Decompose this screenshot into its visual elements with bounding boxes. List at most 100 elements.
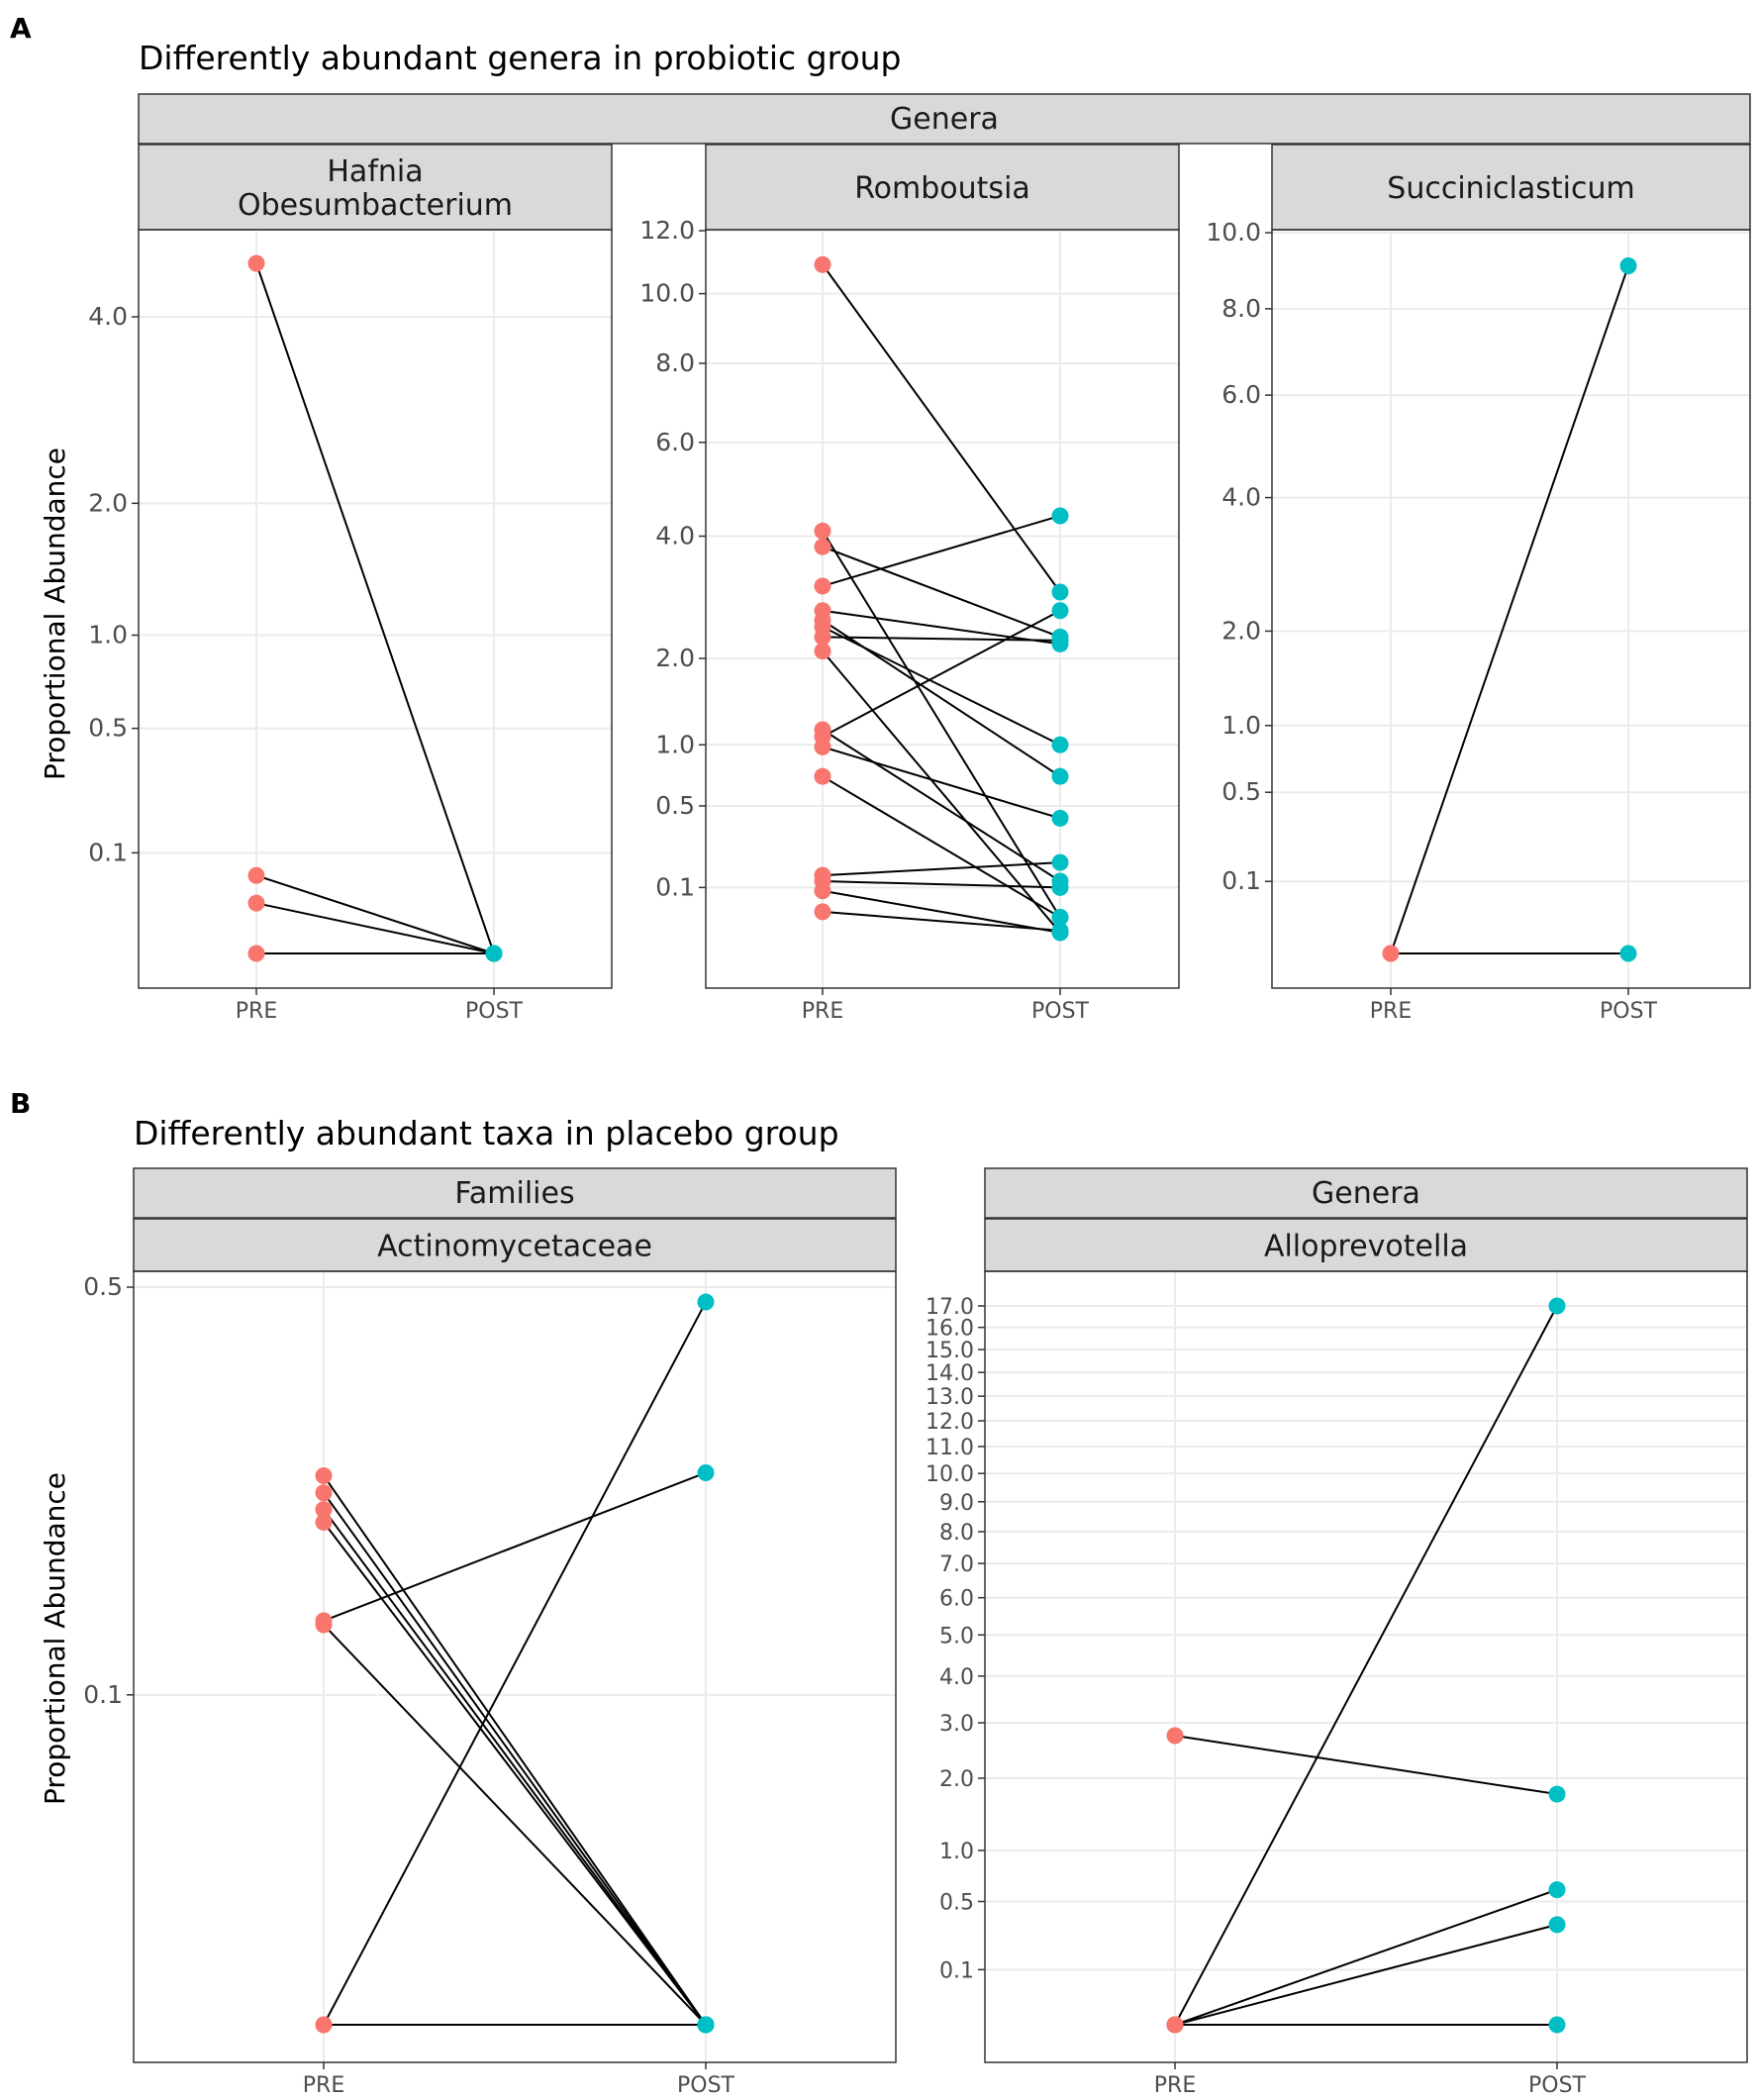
pair-line bbox=[822, 861, 1061, 877]
pair-line bbox=[822, 880, 1061, 889]
panel-b-y-axis-label: Proportional Abundance bbox=[39, 1472, 71, 1805]
facet-3: Actinomycetaceae 0.1 0.5 PRE POST bbox=[83, 1218, 897, 2098]
pair-line bbox=[323, 1301, 707, 2026]
facet-strip bbox=[1271, 144, 1751, 231]
y-tick-label: 11.0 bbox=[926, 1436, 974, 1460]
pre-point bbox=[814, 903, 831, 921]
facet-border bbox=[1271, 229, 1751, 989]
panel-a-group-strip bbox=[138, 93, 1751, 145]
pre-point bbox=[315, 1501, 333, 1519]
y-tick-label: 10.0 bbox=[639, 279, 695, 308]
pair-line bbox=[822, 609, 1061, 646]
pre-point bbox=[315, 1514, 333, 1532]
pair-line bbox=[822, 775, 1061, 919]
pair-line bbox=[323, 1521, 707, 2026]
y-tick-label: 0.5 bbox=[655, 791, 695, 820]
post-point bbox=[1051, 583, 1069, 601]
y-tick-label: 0.5 bbox=[1221, 777, 1261, 806]
pre-point bbox=[315, 2016, 333, 2034]
post-point bbox=[1051, 909, 1069, 926]
pair-line bbox=[323, 1492, 707, 2026]
facet-label: Actinomycetaceae bbox=[377, 1230, 652, 1264]
panel-b-families-header: Families bbox=[454, 1176, 574, 1211]
pair-line bbox=[822, 263, 1061, 593]
facet-4: Alloprevotella 0.1 0.5 1.0 2.0 3.0 4.0 5.0 6.0 7.… bbox=[926, 1218, 1748, 2098]
post-point bbox=[1619, 257, 1637, 275]
facet-1: Romboutsia 0.1 0.5 1.0 2.0 4.0 6.0 8.0 10.0 12.0 P… bbox=[639, 144, 1180, 1024]
post-point bbox=[1548, 1881, 1566, 1899]
pair-line bbox=[822, 609, 1061, 738]
y-tick-label: 4.0 bbox=[1221, 483, 1261, 512]
pre-point bbox=[814, 522, 831, 540]
post-point bbox=[1051, 878, 1069, 896]
y-tick-label: 0.1 bbox=[655, 872, 695, 901]
y-tick-label: 3.0 bbox=[939, 1712, 974, 1737]
post-point bbox=[1051, 809, 1069, 827]
pair-line bbox=[323, 1624, 707, 2026]
y-tick-label: 15.0 bbox=[926, 1339, 974, 1363]
pre-point bbox=[814, 538, 831, 555]
pair-line bbox=[255, 874, 495, 954]
y-tick-label: 0.5 bbox=[88, 714, 128, 743]
post-point bbox=[1051, 922, 1069, 940]
y-tick-label: 1.0 bbox=[655, 730, 695, 758]
facet-border bbox=[705, 229, 1180, 989]
x-tick-label: POST bbox=[1600, 999, 1658, 1024]
x-tick-label: POST bbox=[1528, 2073, 1587, 2098]
pre-point bbox=[814, 882, 831, 900]
pair-line bbox=[822, 626, 1061, 747]
post-point bbox=[1051, 736, 1069, 753]
x-tick-label: PRE bbox=[236, 999, 277, 1024]
facet-label: Succiniclasticum bbox=[1387, 171, 1634, 206]
y-tick-label: 0.5 bbox=[83, 1272, 123, 1301]
facet-2: Succiniclasticum 0.1 0.5 1.0 2.0 4.0 6.0 8.0 10.… bbox=[1206, 144, 1751, 1024]
pair-line bbox=[822, 530, 1061, 919]
y-tick-label: 13.0 bbox=[926, 1385, 974, 1410]
y-tick-label: 6.0 bbox=[1221, 380, 1261, 409]
post-point bbox=[1548, 1297, 1566, 1315]
y-tick-label: 5.0 bbox=[939, 1624, 974, 1649]
post-point bbox=[697, 2016, 715, 2034]
x-tick-label: PRE bbox=[802, 999, 843, 1024]
facet-label: Obesumbacterium bbox=[238, 188, 513, 223]
y-tick-label: 2.0 bbox=[939, 1767, 974, 1792]
y-tick-label: 8.0 bbox=[1221, 294, 1261, 323]
pre-point bbox=[1166, 2016, 1184, 2034]
facet-border bbox=[984, 1270, 1748, 2063]
panel-a-title: Differently abundant genera in probiotic… bbox=[139, 39, 902, 77]
pre-point bbox=[814, 738, 831, 755]
y-tick-label: 10.0 bbox=[926, 1462, 974, 1487]
y-tick-label: 6.0 bbox=[655, 428, 695, 456]
pair-line bbox=[1174, 1888, 1558, 2026]
pre-point bbox=[814, 628, 831, 646]
y-tick-label: 2.0 bbox=[1221, 616, 1261, 645]
facet-border bbox=[133, 1270, 897, 2063]
x-tick-label: POST bbox=[465, 999, 524, 1024]
y-tick-label: 4.0 bbox=[88, 302, 128, 331]
facet-label: Romboutsia bbox=[854, 171, 1030, 206]
y-tick-label: 0.1 bbox=[88, 838, 128, 866]
facet-strip bbox=[984, 1218, 1748, 1272]
y-tick-label: 4.0 bbox=[939, 1665, 974, 1690]
post-point bbox=[1051, 632, 1069, 650]
pair-line bbox=[822, 546, 1061, 639]
pre-point bbox=[247, 866, 265, 884]
pre-point bbox=[814, 255, 831, 273]
post-point bbox=[1051, 767, 1069, 785]
post-point bbox=[697, 1463, 715, 1481]
pair-line bbox=[255, 262, 495, 954]
post-point bbox=[1051, 853, 1069, 871]
x-tick-label: PRE bbox=[1370, 999, 1412, 1024]
pre-point bbox=[315, 1616, 333, 1634]
pre-point bbox=[1166, 1727, 1184, 1745]
panel-a-group-header: Genera bbox=[890, 102, 999, 137]
y-tick-label: 7.0 bbox=[939, 1552, 974, 1577]
pair-line bbox=[255, 902, 495, 954]
y-tick-label: 1.0 bbox=[1221, 711, 1261, 740]
pair-line bbox=[822, 636, 1061, 642]
y-tick-label: 0.1 bbox=[83, 1680, 123, 1709]
facet-border bbox=[138, 229, 613, 989]
pair-line bbox=[1174, 1735, 1558, 1796]
